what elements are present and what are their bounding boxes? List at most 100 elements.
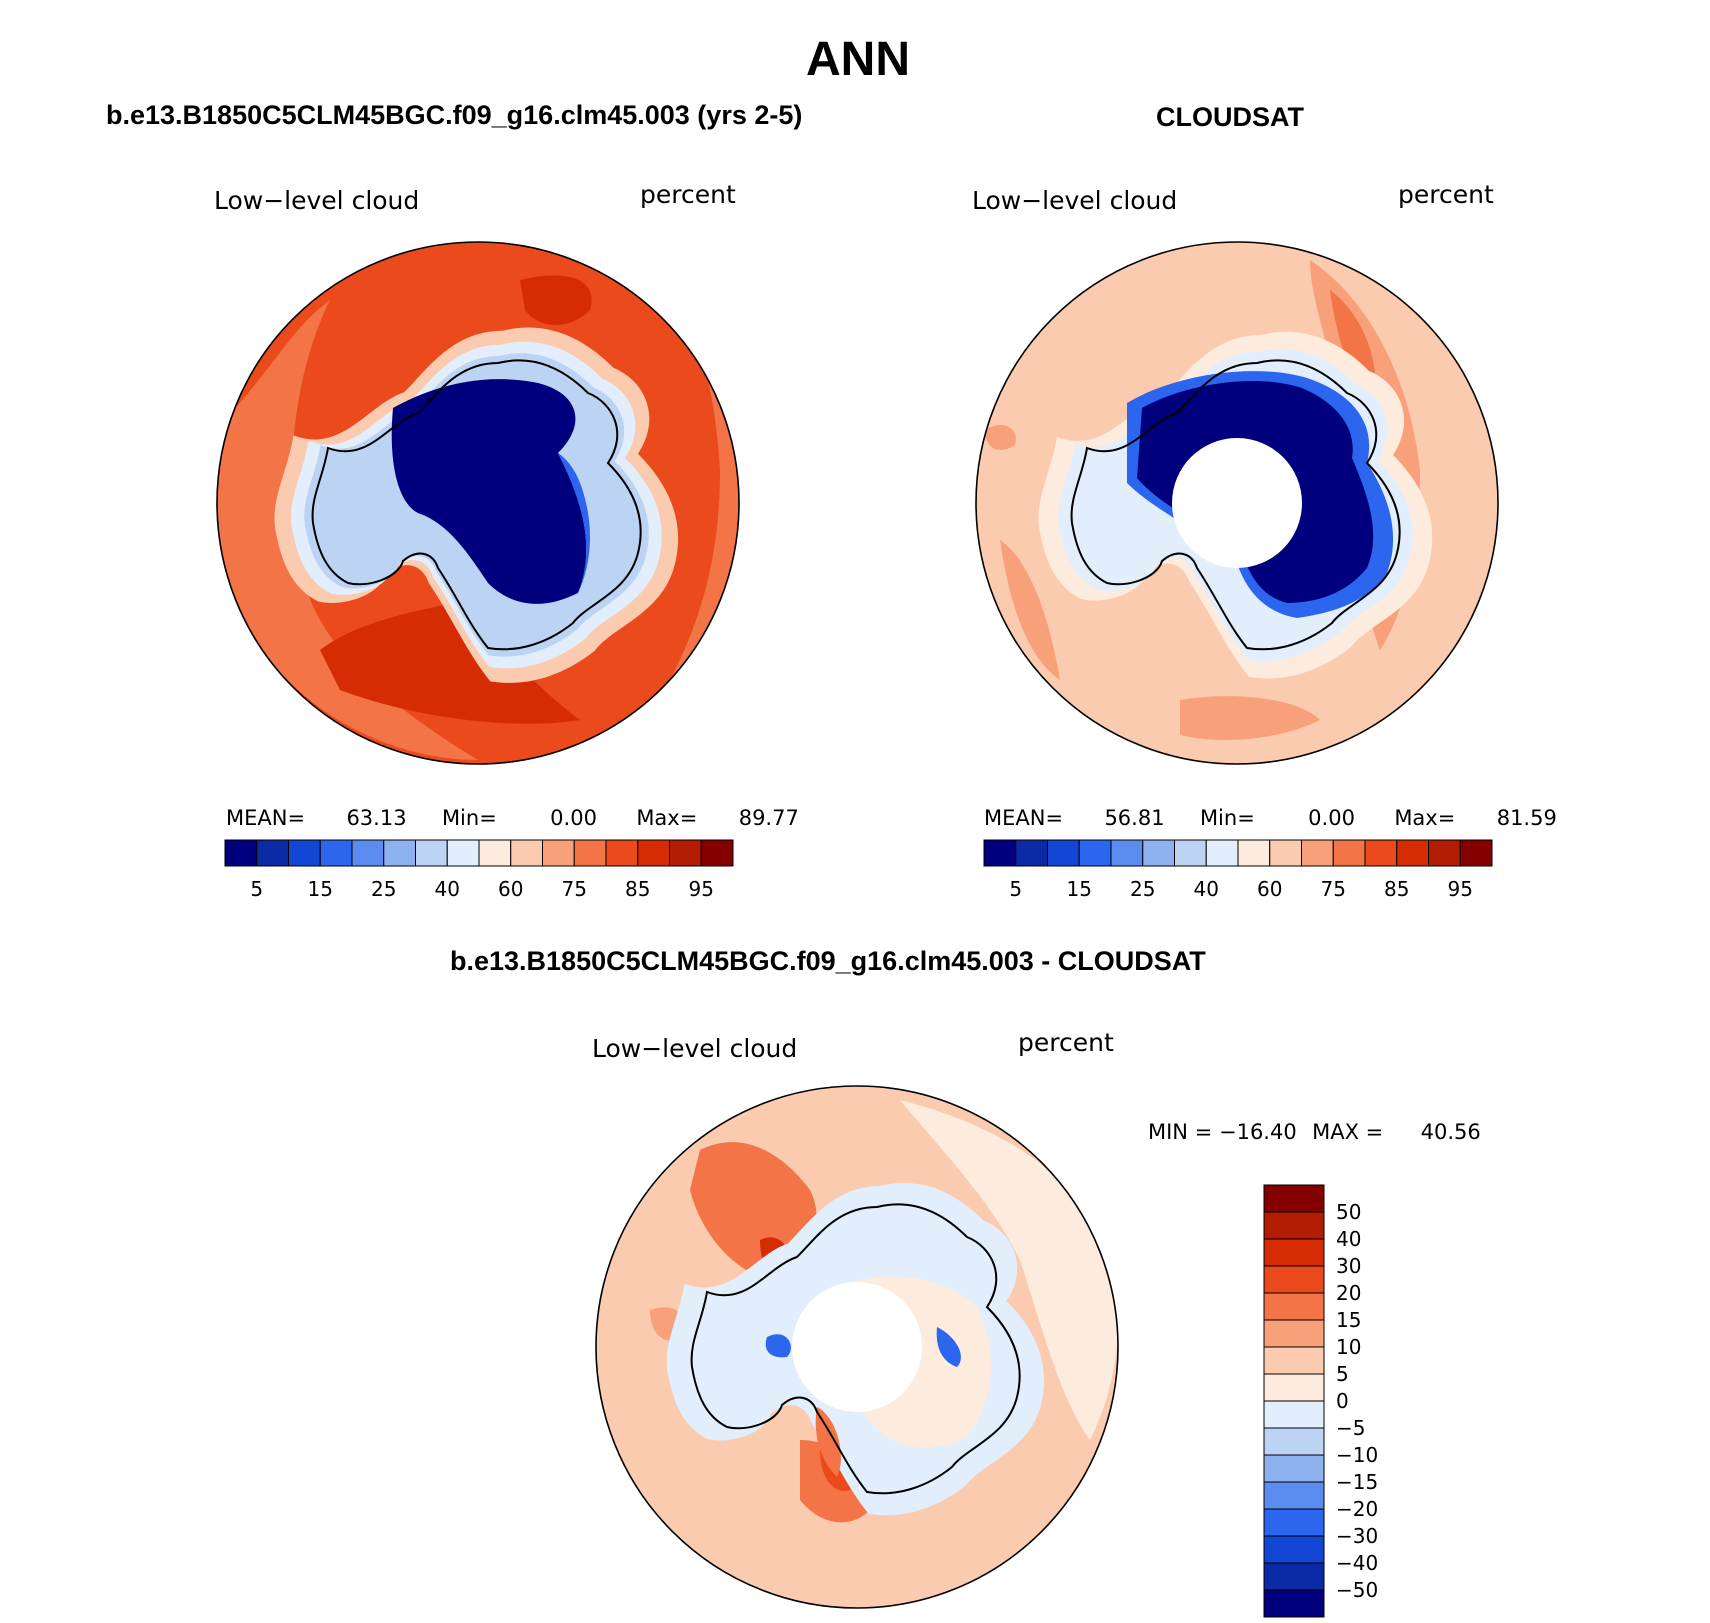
obs-colorbar-swatch-4: [1110, 839, 1144, 867]
diff-colorbar-tick-label: 15: [1336, 1308, 1361, 1332]
obs-variable-label: Low−level cloud: [972, 186, 1178, 215]
diff-colorbar-swatch-11: [1263, 1481, 1325, 1510]
obs-colorbar-swatch-5: [1142, 839, 1175, 867]
obs-colorbar-tick-label: 40: [1194, 877, 1219, 901]
diff-colorbar-swatch-3: [1263, 1265, 1325, 1294]
model-colorbar-swatch-2: [288, 839, 321, 867]
model-colorbar-tick-label: 5: [250, 877, 263, 901]
diff-colorbar-swatch-1: [1263, 1211, 1325, 1240]
diff-units-label: percent: [1018, 1028, 1114, 1057]
model-units-label: percent: [640, 180, 736, 209]
obs-colorbar-swatch-12: [1364, 839, 1398, 867]
diff-colorbar-tick-label: −20: [1336, 1497, 1378, 1521]
model-panel-title: b.e13.B1850C5CLM45BGC.f09_g16.clm45.003 …: [106, 100, 803, 130]
obs-stats: MEAN= 56.81 Min= 0.00 Max= 81.59: [984, 806, 1557, 830]
diff-colorbar-swatch-12: [1263, 1508, 1325, 1537]
model-colorbar-swatch-14: [669, 839, 702, 867]
obs-panel-title: CLOUDSAT: [1156, 102, 1304, 132]
diff-colorbar-swatch-2: [1263, 1238, 1325, 1267]
diff-colorbar-tick-label: −5: [1336, 1416, 1365, 1440]
obs-colorbar-swatch-14: [1428, 839, 1461, 867]
obs-colorbar-swatch-6: [1174, 839, 1207, 867]
obs-colorbar-tick-label: 25: [1130, 877, 1155, 901]
diff-colorbar-tick-label: 40: [1336, 1227, 1361, 1251]
diff-colorbar-swatch-5: [1263, 1319, 1325, 1348]
model-colorbar-swatch-10: [542, 839, 575, 867]
diff-colorbar-tick-label: −50: [1336, 1578, 1378, 1602]
obs-colorbar-tick-label: 85: [1384, 877, 1409, 901]
obs-colorbar-swatch-3: [1078, 839, 1112, 867]
obs-colorbar-swatch-0: [983, 839, 1017, 867]
diff-colorbar-tick-label: 30: [1336, 1254, 1361, 1278]
model-colorbar-swatch-9: [510, 839, 543, 867]
model-max-label: Max=: [636, 806, 698, 830]
obs-colorbar-swatch-1: [1015, 839, 1048, 867]
model-colorbar-swatch-15: [700, 839, 734, 867]
model-colorbar-swatch-11: [573, 839, 607, 867]
diff-colorbar-tick-label: −30: [1336, 1524, 1378, 1548]
obs-colorbar-tick-label: 75: [1321, 877, 1346, 901]
diff-colorbar-swatch-15: [1263, 1589, 1325, 1618]
diff-colorbar-tick-label: −40: [1336, 1551, 1378, 1575]
model-colorbar-swatch-3: [319, 839, 353, 867]
diff-colorbar-tick-label: 0: [1336, 1389, 1349, 1413]
diff-colorbar-swatch-4: [1263, 1292, 1325, 1321]
model-variable-label: Low−level cloud: [214, 186, 420, 215]
obs-colorbar-swatch-7: [1205, 839, 1239, 867]
model-colorbar-swatch-8: [478, 839, 512, 867]
model-colorbar-tick-label: 75: [562, 877, 587, 901]
obs-colorbar-swatch-11: [1332, 839, 1366, 867]
model-stats: MEAN= 63.13 Min= 0.00 Max= 89.77: [226, 806, 799, 830]
obs-min-value: 0.00: [1308, 806, 1355, 830]
obs-colorbar-swatch-2: [1047, 839, 1080, 867]
diff-colorbar-swatch-8: [1263, 1400, 1325, 1429]
diff-colorbar-swatch-14: [1263, 1562, 1325, 1591]
obs-mean-value: 56.81: [1104, 806, 1165, 830]
diff-colorbar-swatch-6: [1263, 1346, 1325, 1375]
obs-mean-label: MEAN=: [984, 806, 1064, 830]
diff-colorbar-tick-label: 20: [1336, 1281, 1361, 1305]
model-min-value: 0.00: [550, 806, 597, 830]
obs-colorbar: 5 15 25 40 60 75 85 95: [983, 839, 1493, 901]
diff-colorbar-tick-label: −10: [1336, 1443, 1378, 1467]
diff-colorbar-tick-label: 10: [1336, 1335, 1361, 1359]
diff-colorbar-swatch-9: [1263, 1427, 1325, 1456]
model-colorbar-tick-label: 85: [625, 877, 650, 901]
obs-colorbar-tick-label: 95: [1448, 877, 1473, 901]
obs-colorbar-swatch-13: [1396, 839, 1429, 867]
model-max-value: 89.77: [738, 806, 799, 830]
diff-colorbar-swatch-10: [1263, 1454, 1325, 1483]
obs-colorbar-tick-label: 15: [1067, 877, 1092, 901]
model-colorbar-swatch-5: [383, 839, 416, 867]
diff-colorbar-tick-label: −15: [1336, 1470, 1378, 1494]
model-colorbar-swatch-13: [637, 839, 670, 867]
diff-variable-label: Low−level cloud: [592, 1034, 798, 1063]
obs-colorbar-swatch-15: [1459, 839, 1493, 867]
model-mean-label: MEAN=: [226, 806, 306, 830]
obs-max-label: Max=: [1394, 806, 1456, 830]
diff-colorbar-swatch-0: [1263, 1184, 1325, 1213]
diff-colorbar-tick-label: 5: [1336, 1362, 1349, 1386]
model-colorbar-swatch-1: [256, 839, 289, 867]
model-colorbar-swatch-6: [415, 839, 448, 867]
model-colorbar-tick-label: 95: [689, 877, 714, 901]
model-colorbar-swatch-7: [446, 839, 480, 867]
obs-colorbar-swatch-9: [1269, 839, 1302, 867]
obs-colorbar-tick-label: 5: [1009, 877, 1022, 901]
model-colorbar-tick-label: 60: [498, 877, 523, 901]
model-colorbar-tick-label: 25: [371, 877, 396, 901]
diff-colorbar-tick-label: 50: [1336, 1200, 1361, 1224]
model-colorbar-swatch-0: [224, 839, 258, 867]
obs-max-value: 81.59: [1496, 806, 1557, 830]
obs-min-label: Min=: [1199, 806, 1255, 830]
diff-panel-title: b.e13.B1850C5CLM45BGC.f09_g16.clm45.003 …: [450, 946, 1206, 976]
diff-stats: MIN = −16.40 MAX = 40.56: [1148, 1120, 1481, 1144]
model-colorbar-tick-label: 40: [435, 877, 460, 901]
obs-colorbar-swatch-8: [1237, 839, 1271, 867]
model-min-label: Min=: [441, 806, 497, 830]
diff-min-label: MIN =: [1148, 1120, 1213, 1144]
diff-max-value: 40.56: [1420, 1120, 1481, 1144]
obs-colorbar-tick-label: 60: [1257, 877, 1282, 901]
diff-max-label: MAX =: [1312, 1120, 1384, 1144]
